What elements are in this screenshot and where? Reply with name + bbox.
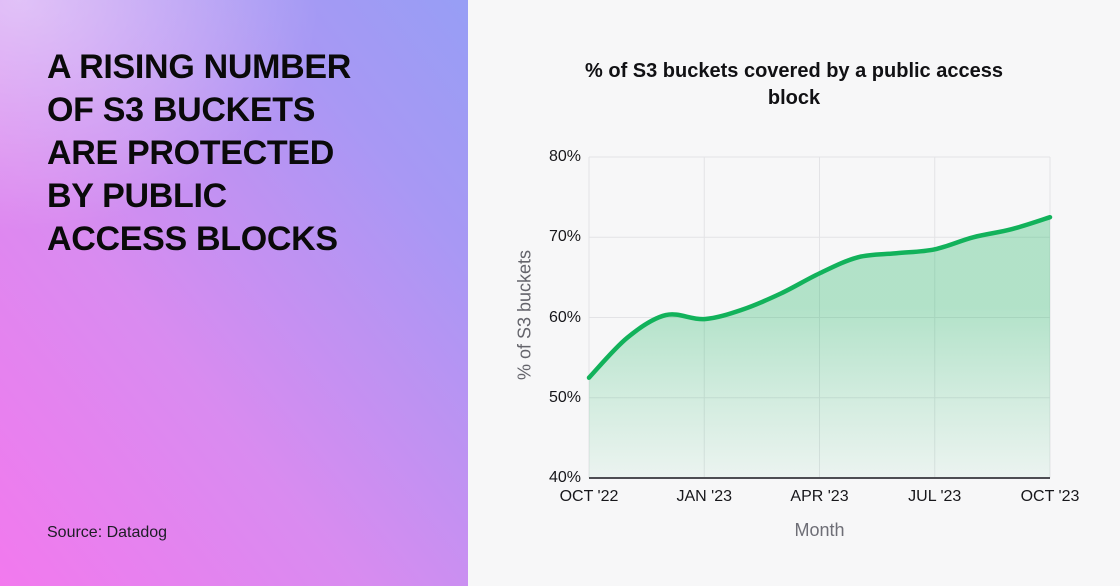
y-tick-label: 70% [548, 228, 581, 246]
plot-area [586, 156, 1053, 479]
headline-panel: A RISING NUMBER OF S3 BUCKETS ARE PROTEC… [0, 0, 468, 586]
x-tick-label: APR '23 [790, 488, 849, 505]
headline-line: A RISING NUMBER [47, 48, 352, 86]
chart-panel: % of S3 buckets covered by a public acce… [468, 0, 1120, 586]
x-tick-label: JUL '23 [908, 488, 962, 505]
area-fill [589, 217, 1050, 478]
headline-line: ARE PROTECTED [47, 134, 335, 172]
y-tick-label: 60% [548, 308, 581, 326]
y-axis-tick-labels: 40% 50% 60% 70% 80% [468, 148, 581, 486]
headline-line: BY PUBLIC [47, 177, 227, 215]
headline-line: ACCESS BLOCKS [47, 220, 338, 258]
chart-title: % of S3 buckets covered by a public acce… [585, 60, 1003, 109]
x-tick-label: JAN '23 [676, 488, 733, 505]
x-axis-tick-labels: OCT '22 JAN '23 APR '23 JUL '23 OCT '23 [560, 488, 1080, 508]
x-axis-title: Month [794, 520, 845, 540]
y-tick-label: 80% [548, 148, 581, 165]
headline-line: OF S3 BUCKETS [47, 91, 316, 129]
y-tick-label: 50% [548, 388, 581, 406]
x-tick-label: OCT '23 [1020, 488, 1080, 505]
x-tick-label: OCT '22 [559, 488, 619, 505]
source-attribution: Source: Datadog [47, 524, 168, 541]
y-tick-label: 40% [548, 469, 581, 486]
trend-line [586, 214, 1053, 380]
line-chart [586, 156, 1053, 479]
headline: A RISING NUMBER OF S3 BUCKETS ARE PROTEC… [47, 46, 351, 261]
